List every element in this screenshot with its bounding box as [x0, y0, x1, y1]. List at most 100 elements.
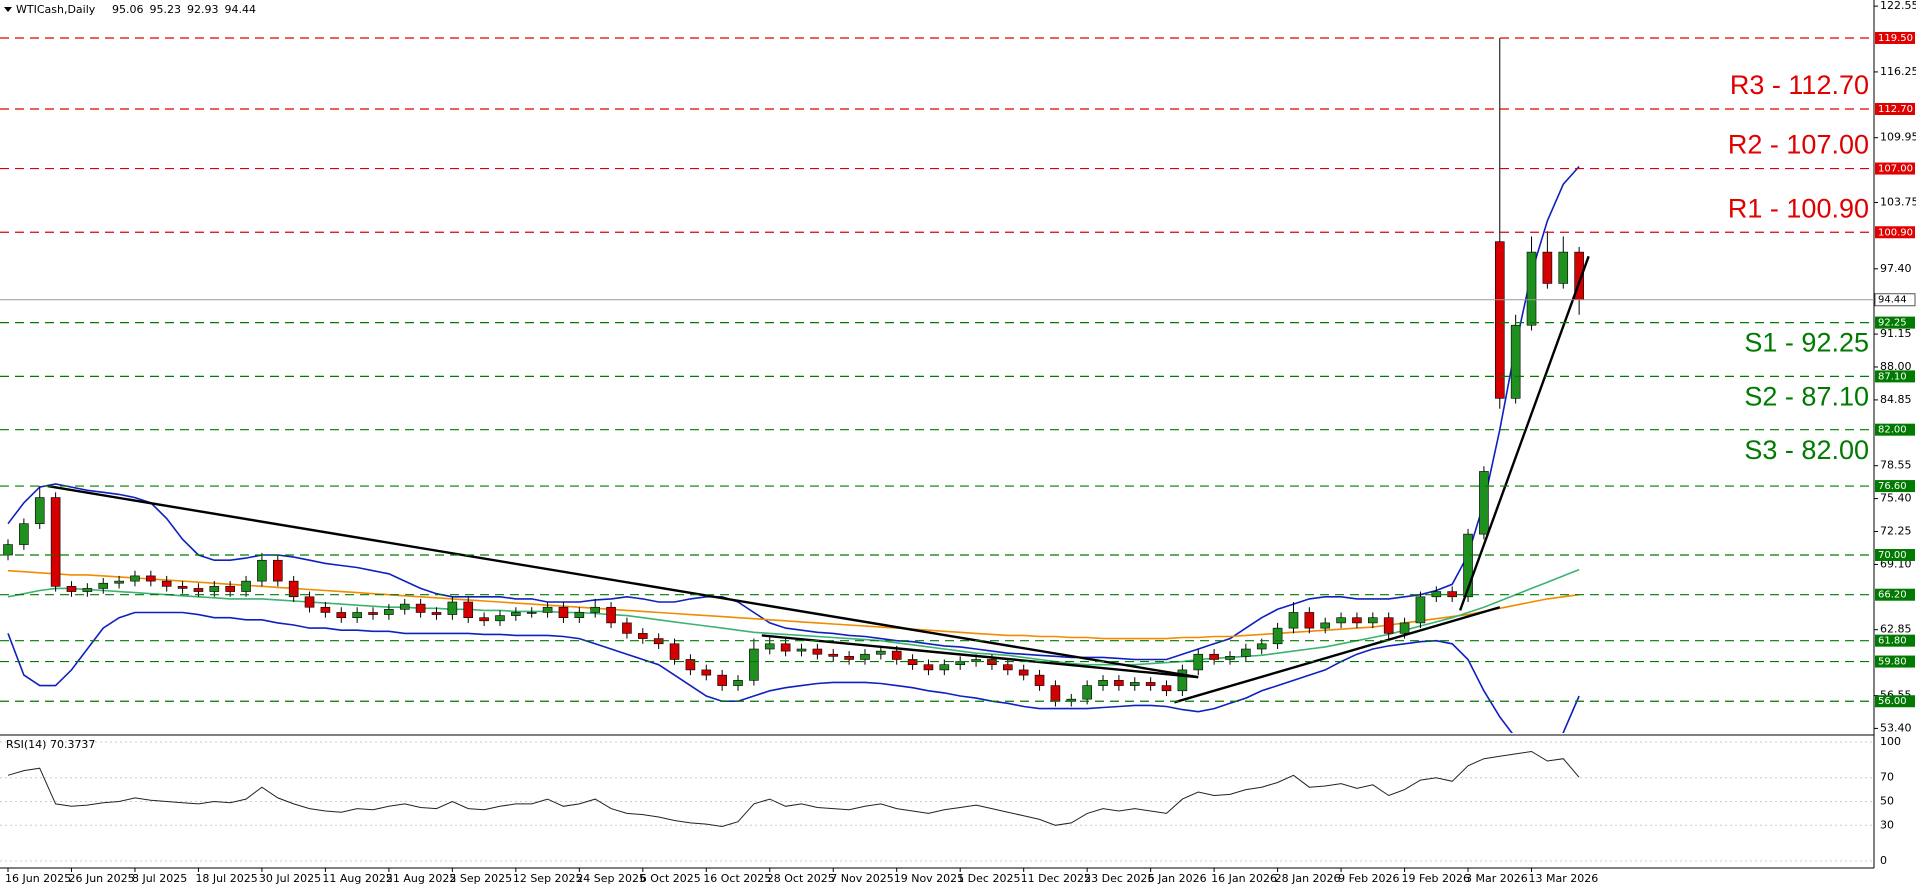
candle-body	[479, 617, 489, 622]
trendline	[1458, 255, 1590, 611]
y-tick-label: 97.40	[1880, 262, 1912, 275]
level-label: 82.00	[1878, 425, 1907, 436]
level-label: 92.25	[1878, 318, 1907, 329]
candle-body	[828, 653, 839, 657]
x-tick-label: 1 Dec 2025	[957, 872, 1020, 885]
candle-body	[1526, 251, 1537, 326]
candle-body	[1145, 682, 1156, 686]
candle-body	[1082, 685, 1092, 700]
candle-body	[130, 575, 140, 582]
candle-body	[447, 601, 458, 615]
candle-body	[1510, 324, 1521, 399]
level-box	[1875, 423, 1915, 436]
candle-body	[1114, 680, 1124, 686]
ohlc-value: 95.06	[112, 3, 144, 16]
candle-body	[431, 612, 442, 615]
candle-body	[1209, 653, 1219, 660]
y-tick-label: 84.85	[1880, 393, 1912, 406]
trendline	[47, 484, 1199, 679]
level-box	[1875, 103, 1915, 116]
candle-body	[1241, 648, 1251, 657]
candle-body	[590, 606, 600, 613]
level-label: 76.60	[1878, 481, 1907, 492]
level-box	[1875, 316, 1915, 329]
rsi-tick-label: 30	[1880, 818, 1894, 831]
candle-body	[1098, 680, 1108, 686]
level-label: 112.70	[1878, 104, 1913, 115]
candle-body	[876, 650, 886, 655]
level-label: 119.50	[1878, 33, 1913, 44]
price-panel	[3, 37, 1590, 733]
candle-body	[98, 582, 109, 589]
x-tick-label: 16 Jun 2025	[5, 872, 71, 885]
level-label: 70.00	[1878, 550, 1907, 561]
candle-body	[336, 612, 347, 618]
rsi-tick-label: 0	[1880, 854, 1887, 867]
candle-body	[844, 656, 854, 660]
candle-body	[384, 609, 394, 615]
x-tick-label: 9 Feb 2026	[1338, 872, 1399, 885]
x-tick-label: 16 Jan 2026	[1211, 872, 1277, 885]
candle-body	[1336, 617, 1346, 624]
trendline	[1174, 606, 1501, 704]
candle-body	[114, 580, 124, 584]
level-annotation: R3 - 112.70	[1730, 70, 1869, 100]
x-tick-label: 26 Jun 2025	[68, 872, 134, 885]
candle-body	[939, 664, 950, 671]
candle-body	[1225, 656, 1235, 660]
candle-body	[1034, 674, 1045, 686]
y-tick-label: 122.55	[1880, 0, 1916, 12]
level-annotation: R1 - 100.90	[1728, 193, 1869, 223]
y-tick-label: 62.85	[1880, 623, 1912, 636]
level-label: 87.10	[1878, 371, 1907, 382]
level-box	[1875, 695, 1915, 708]
x-tick-label: 19 Feb 2026	[1402, 872, 1470, 885]
rsi-line	[7, 750, 1580, 828]
candle-body	[780, 643, 791, 652]
candle-body	[241, 580, 251, 592]
candle-body	[511, 612, 521, 616]
candle-body	[764, 643, 775, 650]
candle-body	[352, 612, 362, 618]
candle-body	[1272, 627, 1283, 645]
current-price-box	[1874, 293, 1916, 307]
y-tick-label: 75.40	[1880, 492, 1912, 505]
x-tick-label: 30 Jul 2025	[259, 872, 321, 885]
y-tick-label: 78.55	[1880, 459, 1912, 472]
candle-body	[1352, 617, 1362, 624]
ohlc-value: 92.93	[187, 3, 219, 16]
level-label: 100.90	[1878, 227, 1913, 238]
candle-body	[50, 497, 61, 587]
level-label: 56.00	[1878, 696, 1907, 707]
candle-body	[1018, 669, 1029, 676]
candle-body	[1558, 251, 1569, 284]
x-tick-label: 13 Mar 2026	[1529, 872, 1599, 885]
x-tick-label: 28 Oct 2025	[767, 872, 835, 885]
x-tick-label: 8 Jul 2025	[132, 872, 187, 885]
candle-body	[860, 653, 870, 660]
y-tick-label: 116.25	[1880, 65, 1916, 78]
candle-body	[669, 643, 680, 660]
candle-body	[558, 606, 569, 618]
candle-body	[796, 648, 807, 652]
candle-body	[1003, 664, 1013, 671]
x-tick-label: 24 Sep 2025	[576, 872, 646, 885]
candle-body	[1494, 241, 1505, 399]
candle-body	[1161, 685, 1172, 692]
candle-body	[177, 586, 188, 589]
candle-body	[415, 603, 426, 613]
candle-body	[891, 650, 902, 660]
level-box	[1875, 655, 1915, 668]
candle-body	[1304, 612, 1315, 629]
current-price-label: 94.44	[1878, 295, 1907, 306]
candle-body	[368, 612, 378, 615]
x-tick-label: 21 Aug 2025	[386, 872, 456, 885]
level-box	[1875, 31, 1915, 44]
level-annotation: S1 - 92.25	[1744, 328, 1869, 358]
candle-body	[19, 523, 29, 545]
x-tick-label: 16 Oct 2025	[703, 872, 771, 885]
ohlc-value: 95.23	[150, 3, 182, 16]
level-box	[1875, 634, 1915, 647]
